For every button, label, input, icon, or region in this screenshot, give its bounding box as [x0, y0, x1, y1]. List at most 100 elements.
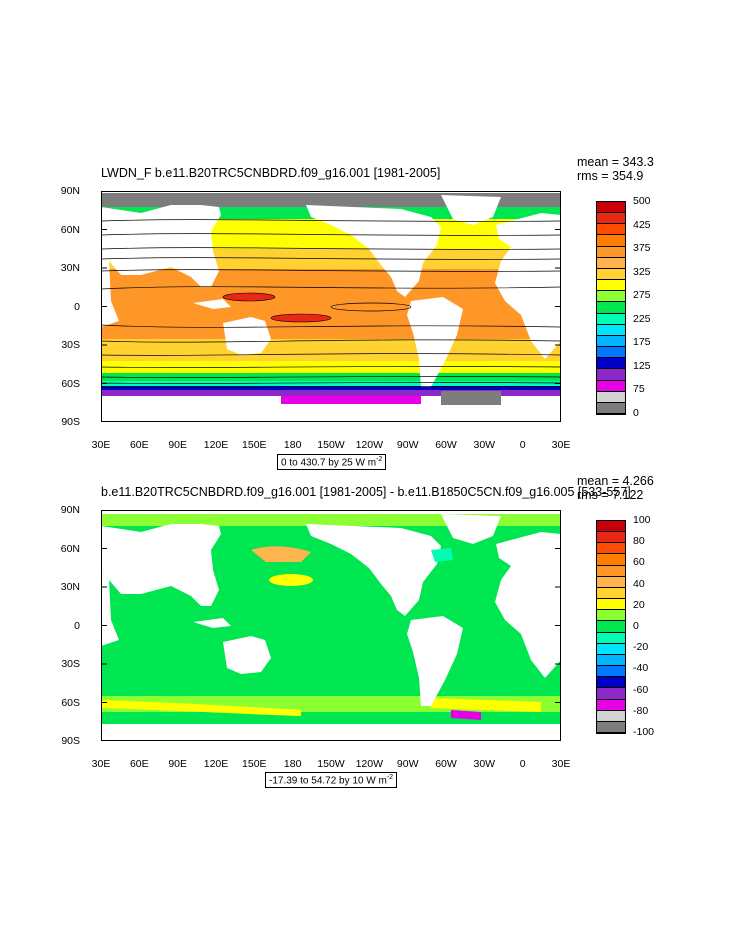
land-greenland — [441, 514, 501, 544]
colorbar-swatch — [597, 565, 625, 577]
diff-north-pacific-yellow — [269, 574, 313, 586]
colorbar-swatch — [597, 688, 625, 700]
colorbar-label: -60 — [633, 683, 649, 696]
colorbar-swatch — [597, 402, 625, 414]
land-north-america — [306, 205, 441, 297]
colorbar-swatch — [597, 224, 625, 236]
colorbar-label: 175 — [633, 336, 651, 349]
band-tropics — [101, 269, 561, 339]
panel2-rms: rms = 7.122 — [577, 488, 644, 502]
lon-label: 30E — [91, 439, 111, 451]
lon-label: 30E — [551, 439, 571, 451]
lon-label: 60E — [129, 758, 149, 770]
colorbar-label: 40 — [633, 577, 645, 590]
colorbar-label: 125 — [633, 359, 651, 372]
diff-southern-yellow-2 — [431, 698, 541, 712]
lat-label: 0 — [74, 300, 80, 313]
lon-label: 120E — [203, 758, 229, 770]
panel2-stats: mean = 4.266 rms = 7.122 — [577, 474, 654, 502]
colorbar-label: 275 — [633, 289, 651, 302]
lat-label: 60N — [60, 223, 80, 236]
lat-label: 60S — [61, 377, 80, 390]
lon-label: 90E — [168, 758, 188, 770]
panel1-ticks — [101, 191, 561, 384]
panel2-ticks — [101, 548, 561, 703]
contour-lines — [101, 219, 561, 388]
colorbar-swatch — [597, 677, 625, 689]
lat-label: 30S — [61, 658, 80, 670]
lon-label: 0 — [519, 439, 526, 451]
colorbar-swatch — [597, 521, 625, 533]
land-africa-west — [101, 570, 119, 646]
lon-label: 30W — [473, 758, 496, 770]
colorbar-label: -80 — [633, 704, 649, 717]
colorbar-swatch — [597, 213, 625, 225]
colorbar-label: 0 — [633, 620, 639, 632]
land-europe-africa — [495, 532, 561, 678]
lon-label: 60W — [435, 439, 457, 451]
colorbar-label: 100 — [633, 514, 651, 526]
colorbar-swatch — [597, 710, 625, 722]
colorbar-swatch — [597, 202, 625, 214]
lat-label: 90S — [61, 735, 80, 747]
colorbar-swatch — [597, 246, 625, 258]
colorbar-swatch — [597, 599, 625, 611]
panel1-info-sup: -2 — [376, 456, 383, 463]
lat-label: 0 — [74, 619, 80, 632]
lon-label: 30W — [473, 439, 496, 451]
lon-label: 90E — [168, 439, 188, 451]
colorbar-swatch — [597, 235, 625, 247]
colorbar-swatch — [597, 280, 625, 292]
lat-label: 90S — [61, 416, 80, 428]
land-antarctica — [101, 405, 561, 422]
colorbar-label: 75 — [633, 383, 645, 396]
lat-label: 90N — [60, 504, 80, 516]
panel1-map — [101, 191, 561, 422]
colorbar-label: -40 — [633, 662, 649, 675]
panel1-stats: mean = 343.3 rms = 354.9 — [577, 155, 654, 183]
panel2-mean: mean = 4.266 — [577, 474, 654, 488]
lon-label: 90W — [396, 439, 419, 451]
land-asia — [101, 524, 221, 606]
colorbar-swatch — [597, 621, 625, 633]
lon-label: 0 — [519, 758, 526, 770]
lon-label: 30E — [551, 758, 571, 770]
colorbar-label: 375 — [633, 242, 651, 255]
lon-label: 150W — [317, 439, 345, 451]
panel1-title: LWDN_F b.e11.B20TRC5CNBDRD.f09_g16.001 [… — [101, 166, 441, 180]
colorbar-swatch — [597, 347, 625, 359]
land-africa-west — [101, 251, 119, 327]
colorbar-swatch — [597, 721, 625, 733]
land-asia — [101, 205, 221, 287]
land-south-america — [407, 616, 463, 706]
colorbar-label: 500 — [633, 195, 651, 207]
colorbar-swatch — [597, 369, 625, 381]
lat-label: 30N — [60, 262, 80, 274]
lat-label: 60N — [60, 542, 80, 555]
panel1-info-text: 0 to 430.7 by 25 W m — [281, 457, 377, 469]
panel1-mean: mean = 343.3 — [577, 155, 654, 169]
panel2-info-text: -17.39 to 54.72 by 10 W m — [269, 775, 387, 787]
land-indonesia — [193, 299, 231, 309]
lon-label: 180 — [283, 439, 302, 451]
band-antarctic-margin — [101, 390, 561, 396]
lon-label: 180 — [283, 758, 302, 770]
colorbar-label: 0 — [633, 407, 639, 419]
colorbar-swatch — [597, 380, 625, 392]
colorbar-swatch — [597, 610, 625, 622]
colorbar-label: 80 — [633, 535, 645, 548]
lon-label: 120E — [203, 439, 229, 451]
colorbar-swatch — [597, 543, 625, 555]
colorbar-swatch — [597, 632, 625, 644]
colorbar-label: 325 — [633, 265, 651, 278]
lon-label: 150E — [242, 439, 267, 451]
diff-southern-magenta — [451, 710, 481, 720]
band-ice-edge — [101, 386, 561, 390]
panel2-colorbar — [596, 520, 626, 734]
colorbar-swatch — [597, 268, 625, 281]
lon-label: 120W — [355, 439, 384, 451]
panel2-title: b.e11.B20TRC5CNBDRD.f09_g16.001 [1981-20… — [101, 485, 631, 499]
lon-label: 60E — [129, 439, 149, 451]
colorbar-swatch — [597, 324, 625, 336]
lon-label: 120W — [355, 758, 384, 770]
